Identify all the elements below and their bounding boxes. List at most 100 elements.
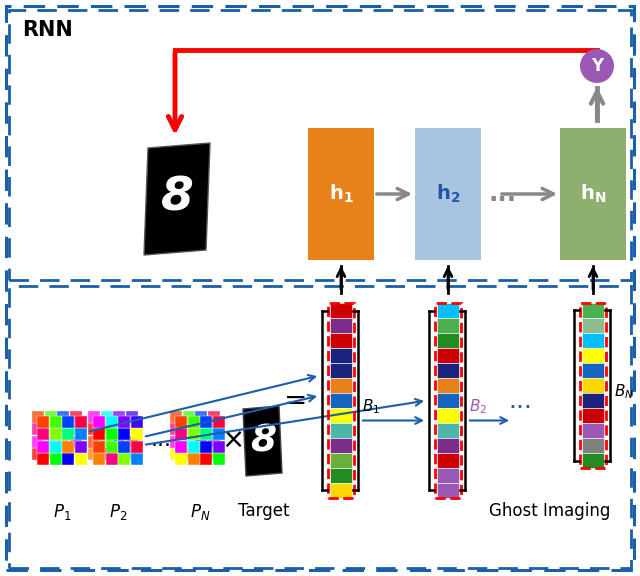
Bar xyxy=(45,423,56,435)
Bar xyxy=(330,378,352,393)
Bar xyxy=(131,453,143,465)
Text: $\mathbf{h_1}$: $\mathbf{h_1}$ xyxy=(329,183,353,205)
Bar xyxy=(330,318,352,333)
Bar xyxy=(207,435,220,448)
Bar xyxy=(330,408,352,423)
Bar xyxy=(118,415,130,427)
Bar xyxy=(49,415,61,427)
Text: Y: Y xyxy=(591,57,603,75)
Bar xyxy=(100,423,113,435)
Bar xyxy=(330,483,352,498)
Bar xyxy=(207,423,220,435)
Bar xyxy=(200,441,212,453)
Bar xyxy=(118,453,130,465)
Bar xyxy=(328,303,354,498)
Bar xyxy=(330,303,352,318)
Bar xyxy=(106,428,118,440)
Bar xyxy=(437,333,459,348)
Bar xyxy=(9,10,631,280)
Bar xyxy=(207,411,220,423)
Bar xyxy=(113,435,125,448)
Bar xyxy=(330,453,352,468)
Bar xyxy=(582,378,604,393)
Bar xyxy=(74,428,86,440)
Bar xyxy=(582,303,604,318)
Bar xyxy=(49,428,61,440)
Text: ...: ... xyxy=(150,430,172,450)
Bar xyxy=(37,441,49,453)
Bar xyxy=(207,448,220,460)
Bar xyxy=(37,428,49,440)
Bar xyxy=(45,411,56,423)
Bar xyxy=(582,348,604,363)
Bar xyxy=(200,428,212,440)
Bar xyxy=(437,303,459,318)
Bar xyxy=(32,411,44,423)
Bar xyxy=(182,435,195,448)
Bar xyxy=(212,415,225,427)
Bar xyxy=(330,423,352,438)
Bar xyxy=(330,333,352,348)
Bar xyxy=(74,441,86,453)
Bar xyxy=(437,318,459,333)
Bar xyxy=(45,435,56,448)
Bar xyxy=(182,411,195,423)
Bar xyxy=(106,453,118,465)
Bar xyxy=(437,483,459,498)
Bar xyxy=(437,363,459,378)
Text: ...: ... xyxy=(489,182,517,206)
Bar xyxy=(437,423,459,438)
Bar xyxy=(62,415,74,427)
Bar xyxy=(582,453,604,468)
Bar xyxy=(170,411,182,423)
Bar xyxy=(45,448,56,460)
Bar xyxy=(170,423,182,435)
Bar xyxy=(582,438,604,453)
Bar xyxy=(582,408,604,423)
Bar xyxy=(32,435,44,448)
Bar xyxy=(330,348,352,363)
Bar xyxy=(9,286,631,568)
Text: $B_1$: $B_1$ xyxy=(362,397,380,416)
Bar xyxy=(70,411,81,423)
Bar xyxy=(113,423,125,435)
Bar xyxy=(582,393,604,408)
Bar xyxy=(437,348,459,363)
Bar xyxy=(57,448,69,460)
Bar xyxy=(195,448,207,460)
Bar xyxy=(106,415,118,427)
Bar xyxy=(37,453,49,465)
Bar xyxy=(100,411,113,423)
Bar xyxy=(74,453,86,465)
Bar xyxy=(330,363,352,378)
Bar xyxy=(70,435,81,448)
Bar xyxy=(70,423,81,435)
Bar xyxy=(582,333,604,348)
Bar xyxy=(175,428,187,440)
Bar xyxy=(188,415,200,427)
Circle shape xyxy=(580,49,614,83)
Bar xyxy=(125,448,138,460)
Bar xyxy=(88,448,100,460)
Text: =: = xyxy=(284,386,308,415)
Bar xyxy=(62,428,74,440)
Bar xyxy=(437,408,459,423)
Bar xyxy=(118,441,130,453)
Bar xyxy=(113,448,125,460)
Bar xyxy=(93,428,105,440)
Bar xyxy=(212,453,225,465)
Bar xyxy=(188,428,200,440)
Bar xyxy=(195,411,207,423)
Bar xyxy=(125,423,138,435)
Bar xyxy=(93,415,105,427)
Bar xyxy=(170,435,182,448)
Bar xyxy=(100,435,113,448)
Text: Target: Target xyxy=(238,502,290,520)
Bar xyxy=(93,441,105,453)
Bar xyxy=(170,448,182,460)
Bar xyxy=(200,453,212,465)
Bar xyxy=(182,423,195,435)
Text: $B_2$: $B_2$ xyxy=(469,397,487,416)
Bar xyxy=(57,411,69,423)
Bar xyxy=(100,448,113,460)
